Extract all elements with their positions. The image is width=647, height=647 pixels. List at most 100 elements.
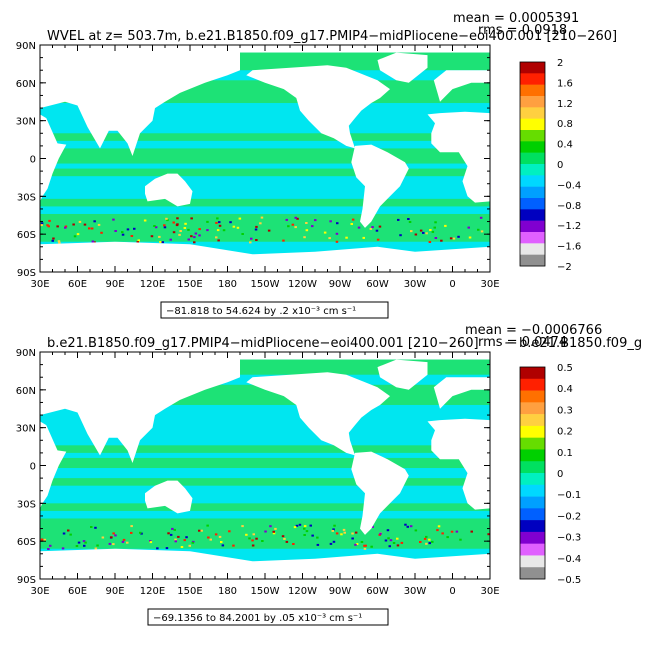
colorbar-swatch [520,496,545,509]
speckle-cell [316,543,320,546]
speckle-cell [198,228,201,231]
speckle-cell [362,236,365,239]
x-tick-label: 60W [366,586,389,597]
speckle-cell [77,541,81,544]
speckle-cell [169,238,172,241]
speckle-cell [165,217,168,220]
speckle-cell [294,226,297,229]
speckle-cell [112,532,115,535]
plot-title-left: WVEL at z= 503.7m, b.e21.B1850.f09_g17.P… [47,29,543,44]
speckle-cell [459,538,462,541]
speckle-cell [176,217,179,220]
speckle-cell [269,525,272,528]
speckle-cell [122,538,126,541]
speckle-cell [121,540,125,543]
speckle-cell [305,229,309,232]
speckle-cell [429,229,432,231]
ocean-band [40,457,490,469]
speckle-cell [150,235,154,238]
land-africa [40,421,67,509]
speckle-cell [350,223,353,225]
speckle-cell [193,241,196,244]
land-africaW [427,418,490,510]
speckle-cell [336,222,339,225]
speckle-cell [206,524,209,527]
speckle-cell [333,524,336,527]
colorbar-label: −1.2 [557,221,581,232]
colorbar-swatch [520,402,545,415]
speckle-cell [287,225,290,228]
speckle-cell [410,230,413,233]
colorbar-swatch [520,508,545,521]
colorbar-label: 2 [557,58,563,69]
land-namer [246,372,390,456]
speckle-cell [250,237,253,240]
speckle-cell [215,221,218,224]
speckle-cell [414,233,418,236]
colorbar: 2 1.6 1.2 0.8 0.4 0 −0.4 −0.8 −1.2 −1.6 −2 [519,58,581,273]
colorbar-swatch [520,164,545,176]
speckle-cell [371,525,374,528]
y-tick-label: 60N [16,79,36,90]
speckle-cell [179,230,182,232]
speckle-cell [388,545,391,548]
y-tick-label: 90N [16,348,36,359]
colorbar-label: 0.4 [557,140,573,151]
colorbar-swatch [520,152,545,165]
speckle-cell [375,229,379,232]
mean-label: mean = −0.0006766 [465,323,603,338]
range-label: −81.818 to 54.624 by .2 x10⁻³ cm s⁻¹ [166,306,356,317]
speckle-cell [282,239,285,242]
colorbar-label: 0.1 [557,448,573,459]
speckle-cell [193,236,196,239]
speckle-cell [177,535,180,538]
plot-title: b.e21.B1850.f09_g17.PMIP4−midPliocene−eo… [47,337,479,350]
speckle-cell [248,537,251,540]
rms-label: rms = 0.0474 [478,335,568,350]
y-tick-label: 90S [17,575,36,586]
colorbar-swatch [520,390,545,403]
colorbar-frame [519,61,546,267]
speckle-cell [184,222,187,225]
speckle-cell [191,541,194,544]
speckle-cell [82,540,86,543]
speckle-cell [437,525,441,528]
speckle-cell [434,221,437,224]
speckle-cell [61,547,65,550]
x-tick-label: 90E [105,279,124,290]
speckle-cell [252,533,255,536]
land-africaW [427,111,490,203]
speckle-cell [143,219,147,222]
mean-label: mean = 0.0005391 [453,11,580,26]
x-tick-label: 60E [68,586,87,597]
speckle-cell [48,219,51,222]
speckle-cell [47,225,50,228]
speckle-cell [425,232,428,235]
plot-title-overlap: − b.e21.B1850.f09_g [504,336,643,351]
speckle-cell [126,228,130,231]
y-tick-label: 30S [17,499,36,510]
colorbar-label: 0.4 [557,384,573,395]
speckle-cell [384,539,388,542]
colorbar-swatch [520,209,545,221]
speckle-cell [428,241,432,243]
y-tick-label: 0 [30,462,36,473]
speckle-cell [40,538,44,541]
speckle-cell [406,525,409,528]
y-tick-label: 30N [16,424,36,435]
colorbar-label: −0.3 [557,533,581,544]
x-tick-label: 120W [288,586,317,597]
speckle-cell [172,221,175,224]
colorbar-swatch [520,130,545,142]
speckle-cell [467,226,470,229]
speckle-cell [431,540,434,543]
speckle-cell [293,526,297,529]
speckle-cell [404,523,407,526]
speckle-cell [190,217,193,220]
speckle-cell [206,229,209,232]
speckle-cell [303,534,306,536]
speckle-cell [56,225,59,228]
speckle-cell [93,220,96,223]
speckle-cell [167,532,170,535]
speckle-cell [183,227,187,229]
